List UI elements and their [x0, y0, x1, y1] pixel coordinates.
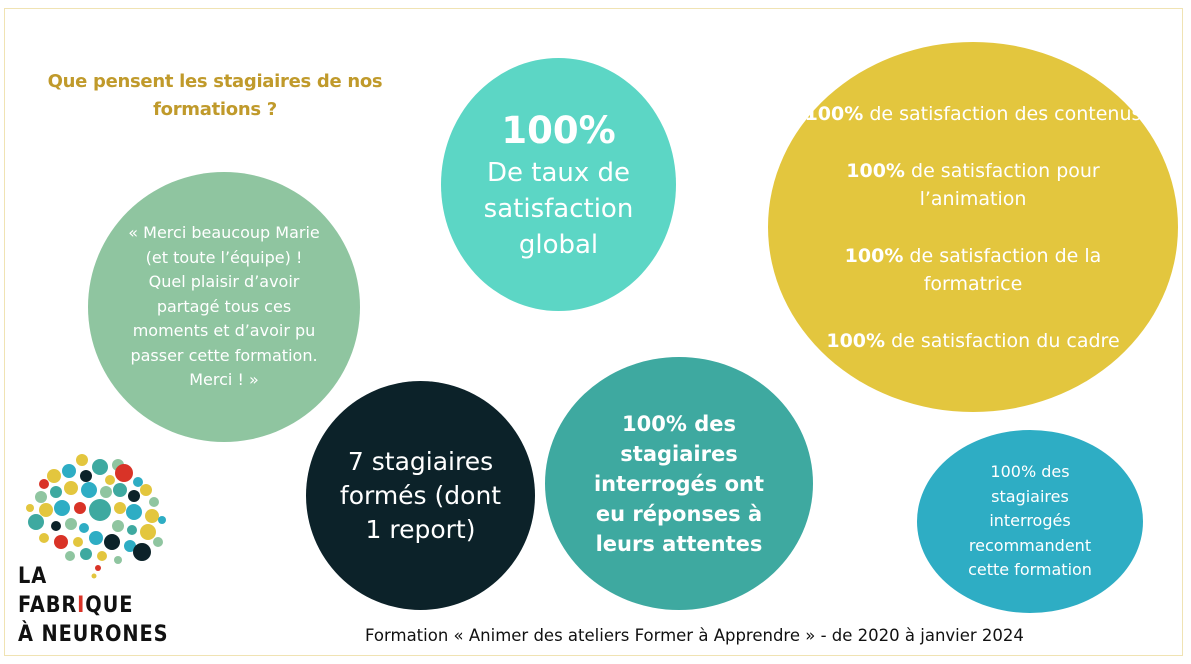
logo-line-2-part: QUE: [85, 593, 134, 618]
testimonial-quote: « Merci beaucoup Marie (et toute l’équip…: [128, 223, 320, 390]
logo-line-1: LA: [18, 564, 48, 589]
satisfaction-stat-percent: 100%: [846, 159, 905, 182]
brain-logo-icon: [26, 454, 166, 579]
satisfaction-stat-formatrice: 100% de satisfaction de la formatrice: [798, 242, 1148, 298]
expectations-circle: 100% des stagiaires interrogés ont eu ré…: [545, 357, 813, 610]
trainees-count-circle: 7 stagiaires formés (dont 1 report): [306, 381, 535, 610]
page-title: Que pensent les stagiaires de nos format…: [47, 71, 383, 120]
recommendation-text: 100% des stagiaires interrogés recommand…: [968, 462, 1092, 580]
satisfaction-stat-animation: 100% de satisfaction pour l’animation: [798, 157, 1148, 213]
recommendation-circle: 100% des stagiaires interrogés recommand…: [917, 430, 1143, 613]
satisfaction-stat-percent: 100%: [844, 244, 904, 267]
satisfaction-stat-contenus: 100% de satisfaction des contenus: [805, 100, 1142, 128]
logo-line-2-accent: I: [77, 593, 86, 618]
expectations-text: 100% des stagiaires interrogés ont eu ré…: [593, 411, 765, 556]
satisfaction-stat-percent: 100%: [826, 329, 886, 352]
satisfaction-stat-text: de satisfaction de la formatrice: [909, 244, 1102, 295]
slide-border: [4, 8, 1183, 656]
satisfaction-stat-percent: 100%: [804, 102, 864, 125]
satisfaction-details-circle: 100% de satisfaction des contenus 100% d…: [768, 42, 1178, 412]
testimonial-circle: « Merci beaucoup Marie (et toute l’équip…: [88, 172, 360, 442]
satisfaction-stat-cadre: 100% de satisfaction du cadre: [826, 327, 1119, 355]
global-satisfaction-value: 100%: [501, 108, 616, 152]
logo-line-2-part: FABR: [18, 593, 78, 618]
logo-line-3: À NEURONES: [18, 622, 169, 647]
brand-logo-text: LA FABRIQUE À NEURONES: [18, 562, 168, 649]
logo-line-2: FABRIQUE: [18, 591, 168, 620]
satisfaction-stat-text: de satisfaction des contenus: [869, 102, 1142, 125]
footer-caption: Formation « Animer des ateliers Former à…: [365, 626, 1024, 645]
satisfaction-stat-text: de satisfaction du cadre: [891, 329, 1120, 352]
satisfaction-stat-text: de satisfaction pour l’animation: [911, 159, 1100, 210]
global-satisfaction-circle: 100% De taux de satisfaction global: [441, 58, 676, 311]
global-satisfaction-label: De taux de satisfaction global: [483, 157, 634, 260]
trainees-count-text: 7 stagiaires formés (dont 1 report): [339, 446, 502, 544]
